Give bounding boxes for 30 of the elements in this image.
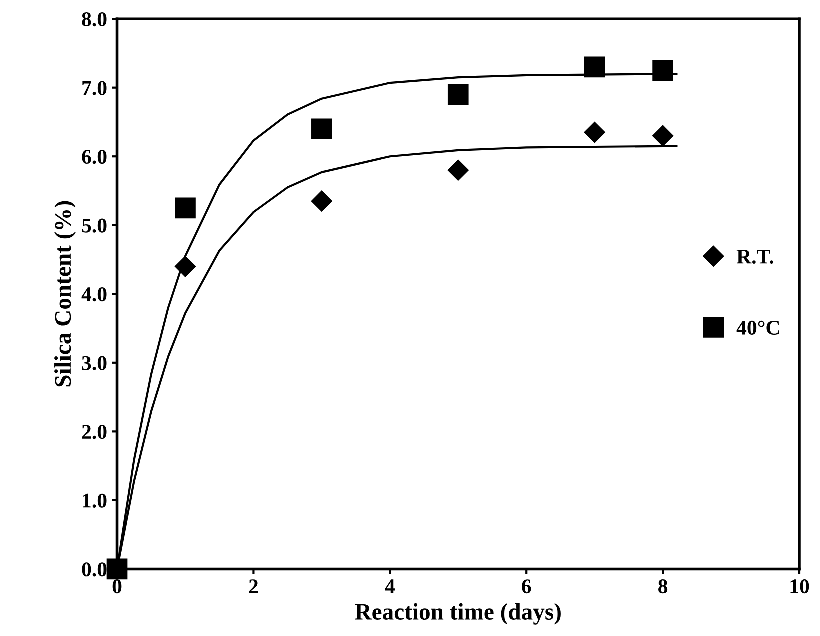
y-tick-label: 2.0: [82, 425, 107, 440]
point: [106, 558, 128, 580]
y-tick-label: 3.0: [82, 356, 107, 370]
point: [448, 84, 469, 106]
x-tick-label: 4: [385, 580, 395, 594]
point: [311, 190, 332, 212]
y-tick-label: 5.0: [82, 218, 107, 233]
x-tick-label: 8: [658, 580, 668, 594]
y-tick-label: 1.0: [83, 494, 107, 508]
y-tick-label: 7.0: [82, 81, 107, 96]
legend-label: 40°C: [736, 320, 780, 335]
point: [584, 56, 606, 78]
x-axis-title: Reaction time (days): [355, 603, 561, 625]
x-tick-label: 2: [249, 580, 258, 594]
y-tick-label: 4.0: [82, 288, 107, 302]
y-tick-label: 0.0: [82, 562, 107, 577]
point: [312, 118, 332, 140]
legend-label: R.T.: [736, 250, 774, 264]
point: [448, 160, 469, 181]
x-tick-label: 10: [790, 580, 810, 594]
point: [652, 60, 674, 82]
point: [174, 256, 196, 278]
y-tick-label: 6.0: [82, 150, 107, 164]
point: [652, 125, 674, 146]
y-tick-label: 8.0: [82, 12, 107, 27]
x-tick-label: 6: [522, 580, 532, 594]
x-tick-label: 0: [112, 580, 122, 594]
y-axis-title: Silica Content (%): [54, 201, 76, 387]
point: [175, 198, 196, 219]
point: [584, 122, 606, 144]
